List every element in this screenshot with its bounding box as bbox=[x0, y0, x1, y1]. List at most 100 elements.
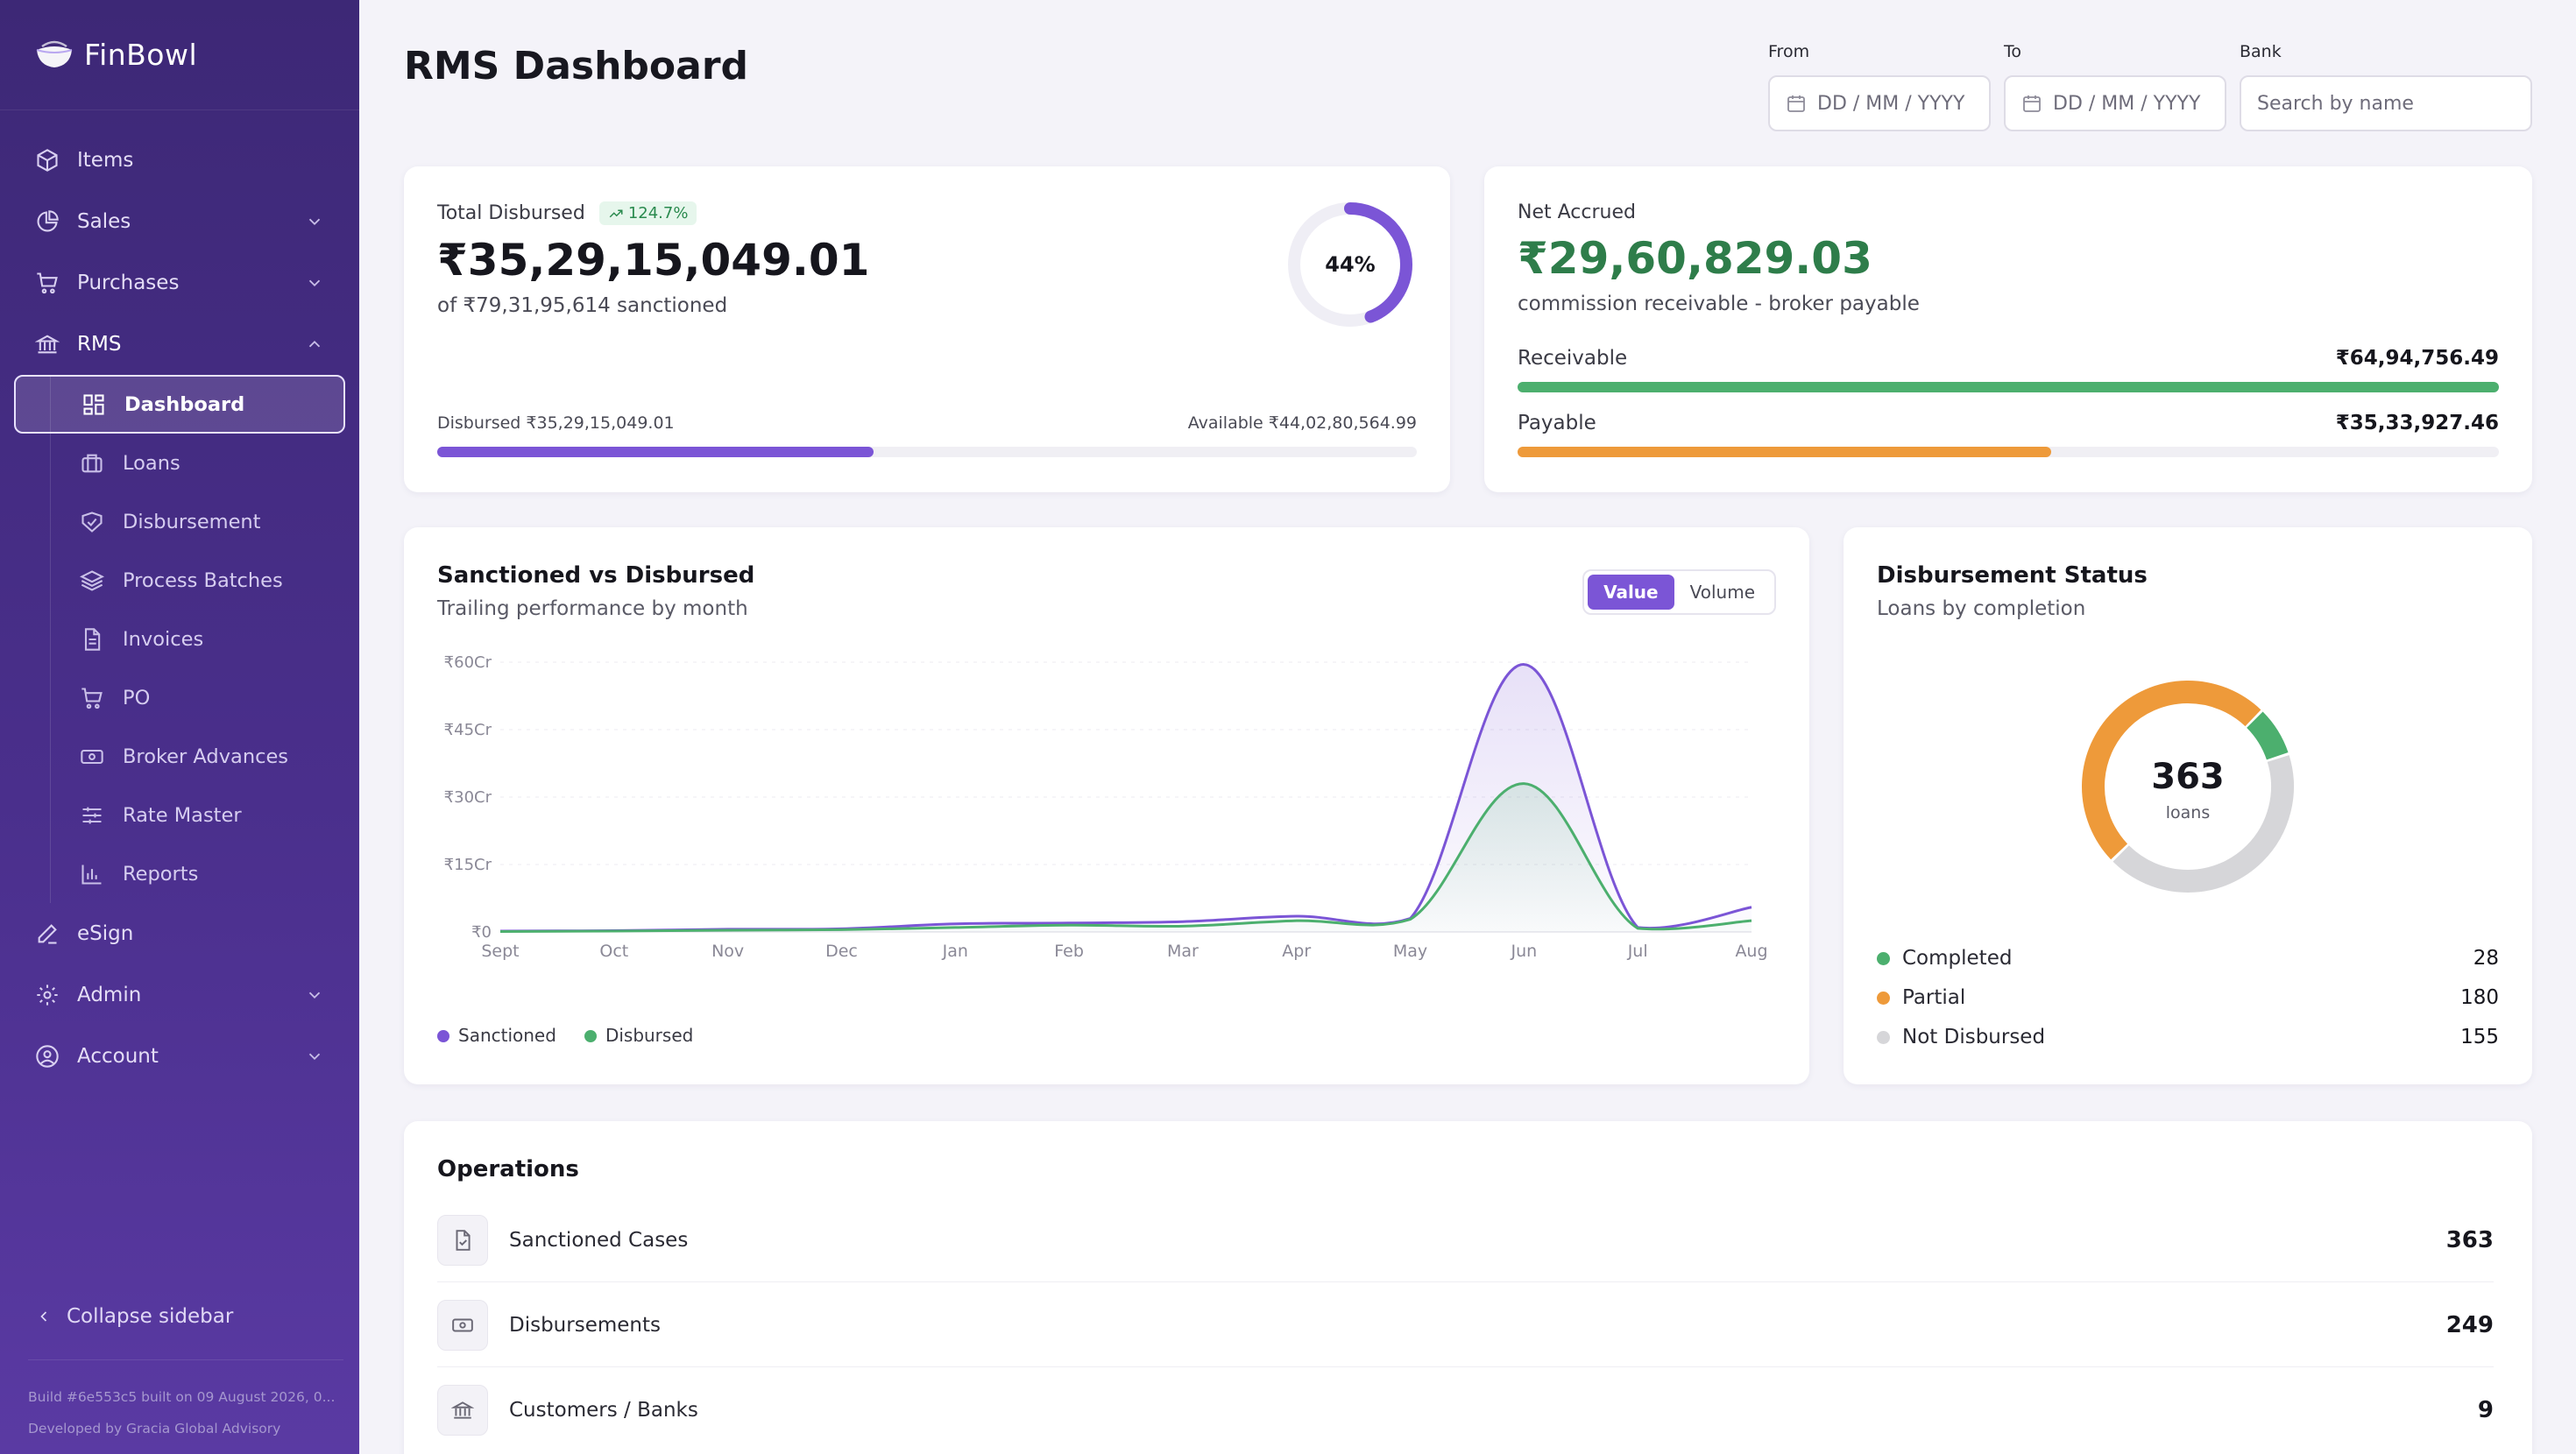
status-label: Partial bbox=[1902, 986, 1966, 1009]
brand-name: FinBowl bbox=[84, 38, 198, 72]
sidebar-item-dashboard[interactable]: Dashboard bbox=[14, 375, 345, 434]
payable-value: ₹35,33,927.46 bbox=[2335, 412, 2499, 434]
sanctioned-total: of ₹79,31,95,614 sanctioned bbox=[437, 294, 728, 317]
dashboard-grid-icon bbox=[81, 392, 107, 418]
operations-label: Sanctioned Cases bbox=[509, 1228, 689, 1252]
handshake-icon bbox=[79, 509, 105, 535]
bank-search-input[interactable]: Search by name bbox=[2240, 75, 2532, 131]
receivable-track bbox=[1518, 382, 2499, 392]
sidebar-item-reports[interactable]: Reports bbox=[0, 844, 359, 903]
net-accrued-card: Net Accrued ₹29,60,829.03 commission rec… bbox=[1484, 166, 2532, 492]
sidebar-item-loans[interactable]: Loans bbox=[0, 434, 359, 492]
pen-icon bbox=[33, 920, 61, 948]
status-dot bbox=[1877, 1030, 1890, 1044]
donut-segment-partial[interactable] bbox=[2074, 673, 2302, 900]
sidebar-item-purchases[interactable]: Purchases bbox=[0, 252, 359, 314]
sidebar-item-process-batches[interactable]: Process Batches bbox=[0, 551, 359, 610]
chevron-down-icon bbox=[305, 1047, 324, 1066]
operations-card: Operations Sanctioned Cases 363 Disburse… bbox=[404, 1121, 2532, 1454]
status-dot bbox=[1877, 991, 1890, 1005]
sidebar-item-esign[interactable]: eSign bbox=[0, 903, 359, 964]
bank-label: Bank bbox=[2240, 42, 2282, 61]
layers-icon bbox=[79, 568, 105, 594]
from-date-input[interactable]: DD / MM / YYYY bbox=[1768, 75, 1991, 131]
bowl-logo-icon bbox=[36, 40, 73, 67]
growth-badge: 124.7% bbox=[598, 201, 697, 225]
from-label: From bbox=[1768, 42, 1810, 61]
status-row-partial: Partial 180 bbox=[1877, 980, 2499, 1015]
operations-value: 363 bbox=[2445, 1226, 2494, 1253]
chevron-down-icon bbox=[305, 212, 324, 231]
from-filter: From DD / MM / YYYY bbox=[1768, 42, 1991, 131]
y-tick-label: ₹15Cr bbox=[444, 856, 492, 874]
trend-up-icon bbox=[609, 209, 623, 217]
status-dot bbox=[1877, 951, 1890, 965]
brand[interactable]: FinBowl bbox=[0, 0, 359, 110]
sidebar-item-rms[interactable]: RMS bbox=[0, 314, 359, 375]
calendar-icon bbox=[1787, 95, 1805, 112]
chevron-left-icon bbox=[40, 1311, 47, 1322]
sidebar-item-rate-master[interactable]: Rate Master bbox=[0, 786, 359, 844]
x-tick-label: Mar bbox=[1167, 942, 1199, 961]
y-tick-label: ₹45Cr bbox=[444, 721, 492, 739]
sidebar-item-sales[interactable]: Sales bbox=[0, 191, 359, 252]
sidebar-item-label: Rate Master bbox=[123, 803, 242, 827]
net-accrued-subtitle: commission receivable - broker payable bbox=[1518, 293, 1920, 315]
sidebar-item-admin[interactable]: Admin bbox=[0, 964, 359, 1026]
pie-chart-icon bbox=[33, 208, 61, 236]
to-date-placeholder: DD / MM / YYYY bbox=[2053, 92, 2201, 115]
net-accrued-amount: ₹29,60,829.03 bbox=[1518, 233, 1872, 284]
sidebar-item-account[interactable]: Account bbox=[0, 1026, 359, 1087]
status-value: 28 bbox=[2473, 947, 2499, 970]
sidebar-item-label: Reports bbox=[123, 862, 199, 886]
sliders-icon bbox=[79, 802, 105, 829]
to-date-input[interactable]: DD / MM / YYYY bbox=[2004, 75, 2226, 131]
x-tick-label: May bbox=[1393, 942, 1427, 961]
sidebar-item-label: Items bbox=[77, 149, 134, 172]
legend-sanctioned[interactable]: Sanctioned bbox=[437, 1025, 556, 1046]
sidebar-item-po[interactable]: PO bbox=[0, 668, 359, 727]
bank-search-placeholder: Search by name bbox=[2257, 92, 2414, 115]
x-tick-label: Aug bbox=[1735, 942, 1767, 961]
gear-icon bbox=[33, 981, 61, 1009]
growth-badge-value: 124.7% bbox=[627, 204, 689, 222]
payable-track bbox=[1518, 447, 2499, 457]
toggle-value-button[interactable]: Value bbox=[1588, 575, 1674, 610]
briefcase-icon bbox=[79, 450, 105, 476]
sidebar-item-disbursement[interactable]: Disbursement bbox=[0, 492, 359, 551]
bank-filter: Bank Search by name bbox=[2240, 42, 2532, 131]
legend-dot bbox=[584, 1030, 597, 1042]
disbursement-status-card: Disbursement Status Loans by completion … bbox=[1844, 527, 2532, 1084]
toggle-volume-button[interactable]: Volume bbox=[1689, 582, 1755, 603]
receivable-label: Receivable bbox=[1518, 347, 1628, 370]
receivable-fill bbox=[1518, 382, 2499, 392]
series-area-disbursed bbox=[500, 783, 1752, 932]
legend-disbursed[interactable]: Disbursed bbox=[584, 1025, 693, 1046]
sidebar-item-label: Dashboard bbox=[124, 392, 245, 416]
sidebar-nav: Items Sales Purchases RMS Dashboard Loan… bbox=[0, 110, 359, 1087]
total-disbursed-amount: ₹35,29,15,049.01 bbox=[437, 235, 870, 286]
receivable-value: ₹64,94,756.49 bbox=[2335, 347, 2499, 370]
status-subtitle: Loans by completion bbox=[1877, 597, 2086, 620]
donut-total: 363 bbox=[2151, 757, 2225, 797]
collapse-sidebar-button[interactable]: Collapse sidebar bbox=[35, 1305, 233, 1328]
sidebar-item-label: PO bbox=[123, 686, 151, 709]
operations-row-customers-banks[interactable]: Customers / Banks 9 bbox=[437, 1368, 2494, 1452]
sidebar-item-invoices[interactable]: Invoices bbox=[0, 610, 359, 668]
status-value: 180 bbox=[2460, 986, 2499, 1009]
operations-row-disbursements[interactable]: Disbursements 249 bbox=[437, 1283, 2494, 1367]
operations-label: Customers / Banks bbox=[509, 1399, 698, 1422]
chevron-up-icon bbox=[305, 335, 324, 354]
series-line-disbursed[interactable] bbox=[499, 782, 1752, 933]
y-tick-label: ₹30Cr bbox=[444, 788, 492, 807]
collapse-sidebar-label: Collapse sidebar bbox=[67, 1305, 234, 1328]
donut-segment-not-disbursed[interactable] bbox=[2074, 673, 2302, 900]
sidebar-item-broker-advances[interactable]: Broker Advances bbox=[0, 727, 359, 786]
rms-submenu: Dashboard Loans Disbursement Process Bat… bbox=[0, 375, 359, 903]
sidebar-item-items[interactable]: Items bbox=[0, 130, 359, 191]
cart-icon bbox=[79, 685, 105, 711]
sidebar-item-label: Loans bbox=[123, 451, 180, 475]
operations-row-sanctioned-cases[interactable]: Sanctioned Cases 363 bbox=[437, 1198, 2494, 1282]
chart-subtitle: Trailing performance by month bbox=[437, 597, 748, 620]
operations-label: Disbursements bbox=[509, 1313, 661, 1337]
